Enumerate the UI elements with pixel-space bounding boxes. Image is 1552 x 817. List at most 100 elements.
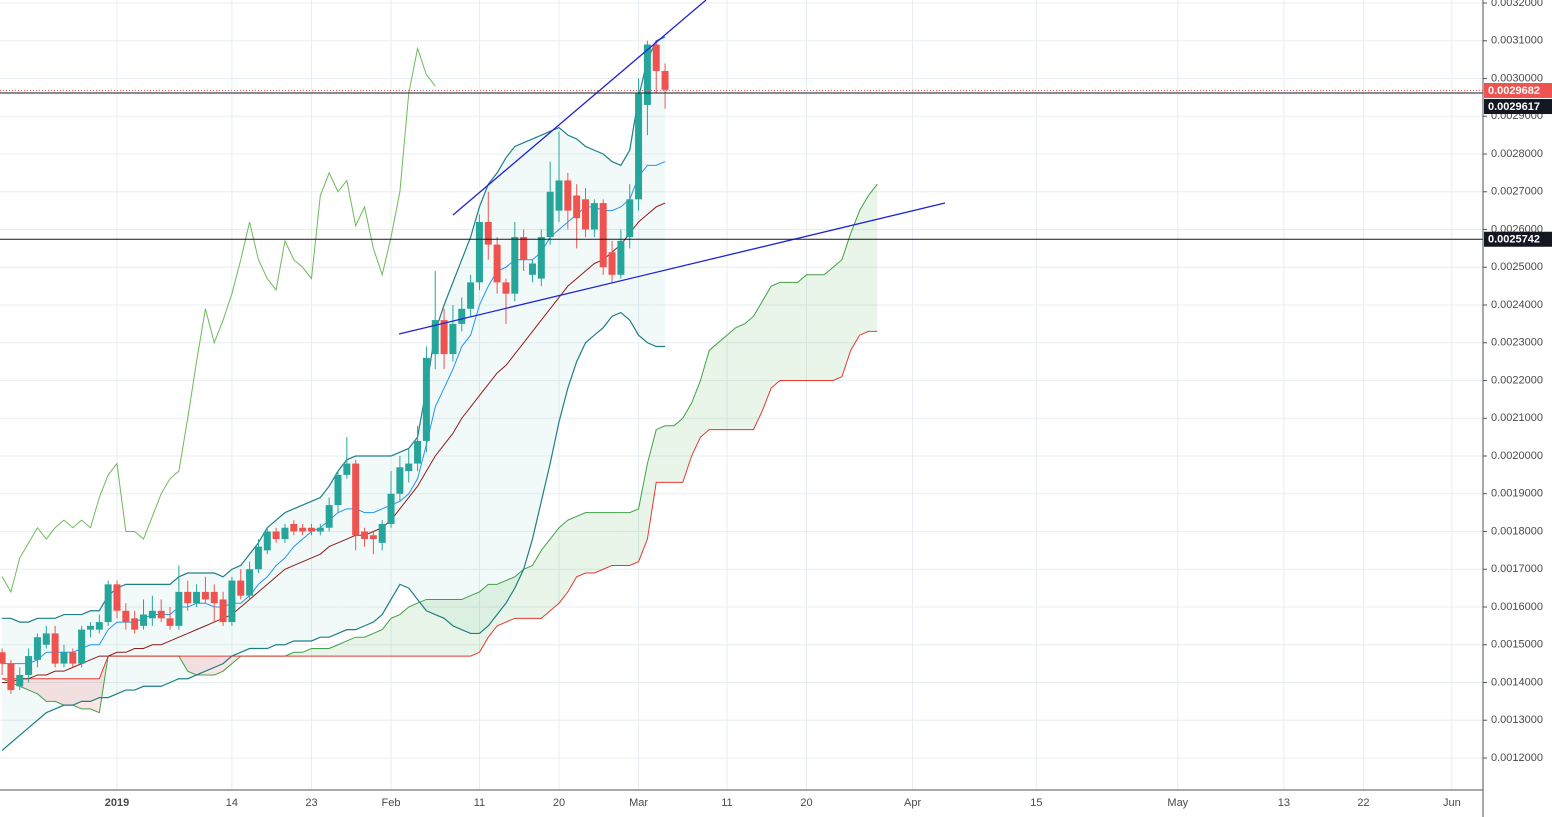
- area-fill: [37, 678, 47, 702]
- candle-layer: [0, 40, 669, 694]
- area-fill: [488, 172, 498, 626]
- candle-body: [210, 591, 218, 604]
- candle-body: [440, 320, 448, 355]
- candle-body: [33, 637, 41, 660]
- area-fill: [55, 678, 64, 706]
- area-fill: [523, 565, 533, 619]
- candle-body: [467, 282, 475, 309]
- candle-body: [520, 237, 528, 260]
- area-fill: [408, 437, 418, 600]
- area-fill: [2, 618, 11, 751]
- y-tick-label: 0.0025000: [1491, 261, 1543, 273]
- candle-body: [582, 199, 590, 230]
- area-fill: [841, 233, 851, 377]
- candle-body: [42, 633, 50, 645]
- area-fill: [815, 274, 825, 381]
- candle-body: [511, 237, 519, 294]
- price-tag: [1484, 99, 1552, 115]
- candle-body: [431, 320, 439, 355]
- candle-body: [626, 199, 634, 238]
- line-layer: [1, 36, 878, 751]
- area-fill: [541, 131, 551, 502]
- candle-body: [555, 180, 563, 211]
- area-fill: [497, 157, 506, 615]
- area-fill: [479, 584, 489, 653]
- area-fill: [505, 146, 515, 604]
- x-tick-label: Mar: [629, 797, 648, 809]
- x-tick-label: 22: [1357, 797, 1369, 809]
- area-fill: [576, 512, 586, 577]
- area-fill: [523, 138, 533, 570]
- y-tick-label: 0.0017000: [1491, 563, 1543, 575]
- x-tick-label: 20: [800, 797, 812, 809]
- candle-body: [608, 252, 616, 275]
- level-layer: [0, 90, 1483, 240]
- candle-body: [140, 614, 148, 626]
- area-fill: [726, 327, 736, 430]
- price-tag-label: 0.0029682: [1488, 85, 1540, 97]
- senkou-span-b: [2, 330, 878, 680]
- candle-body: [201, 591, 209, 600]
- x-tick-label: 13: [1278, 797, 1290, 809]
- candle-body: [86, 625, 94, 630]
- area-fill: [682, 403, 692, 483]
- kijun-sen: [2, 202, 666, 683]
- candle-body: [635, 93, 643, 200]
- area-fill: [762, 286, 772, 411]
- price-tag: [1484, 83, 1552, 99]
- y-tick-label: 0.0021000: [1491, 412, 1543, 424]
- area-fill: [444, 599, 453, 657]
- area-fill: [647, 40, 657, 347]
- candle-body: [175, 591, 183, 626]
- area-fill: [346, 637, 356, 657]
- candle-body: [184, 591, 192, 604]
- area-fill: [824, 267, 834, 381]
- area-fill: [505, 576, 515, 623]
- area-fill: [161, 584, 171, 687]
- area-fill: [435, 599, 445, 657]
- candle-body: [537, 237, 545, 279]
- area-fill: [673, 418, 683, 483]
- x-tick-label: 11: [721, 797, 732, 809]
- area-fill: [152, 584, 162, 687]
- area-fill: [223, 656, 232, 672]
- area-fill: [399, 606, 409, 657]
- area-fill: [594, 512, 604, 574]
- candle-body: [352, 463, 360, 536]
- area-fill: [532, 550, 542, 619]
- area-fill: [355, 637, 365, 657]
- candle-body: [387, 493, 395, 524]
- area-fill: [550, 527, 559, 611]
- candle-body: [272, 531, 280, 540]
- x-tick-label: May: [1167, 797, 1188, 809]
- area-fill: [718, 335, 727, 430]
- area-fill: [364, 456, 374, 626]
- x-tick-label: 14: [226, 797, 238, 809]
- bollinger-lower: [1, 311, 666, 751]
- area-fill: [28, 678, 38, 694]
- area-fill: [408, 603, 418, 657]
- candle-body: [246, 569, 254, 596]
- y-tick-label: 0.0023000: [1491, 337, 1543, 349]
- candle-body: [95, 622, 103, 630]
- area-fill: [46, 678, 56, 702]
- area-fill: [373, 629, 383, 657]
- area-fill: [81, 678, 91, 709]
- x-tick-label: 15: [1030, 797, 1042, 809]
- candle-body: [449, 323, 457, 355]
- candle-body: [25, 656, 33, 675]
- price-axis-background: [1483, 0, 1552, 817]
- candle-body: [237, 580, 245, 596]
- area-fill: [187, 656, 197, 675]
- area-fill: [391, 614, 400, 657]
- area-fill: [567, 516, 577, 592]
- area-fill: [205, 656, 215, 675]
- area-fill: [293, 652, 303, 657]
- price-tag-label: 0.0029617: [1488, 101, 1540, 113]
- y-tick-label: 0.0027000: [1491, 186, 1543, 198]
- candle-body: [325, 505, 333, 528]
- area-fill: [329, 644, 338, 657]
- tag-layer: 0.0029682 0.0029617 0.0025742: [1484, 83, 1552, 247]
